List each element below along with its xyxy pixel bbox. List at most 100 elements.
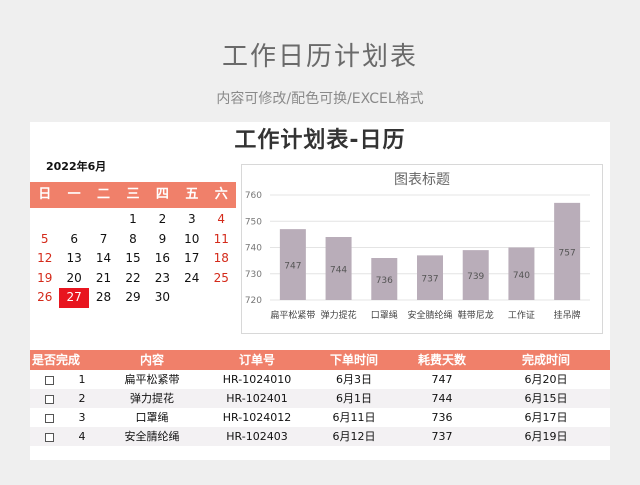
calendar-day-2[interactable]: 2 [158,212,167,226]
calendar-day-14[interactable]: 14 [95,251,112,265]
calendar-day-3[interactable]: 3 [188,212,196,226]
calendar-day-9[interactable]: 9 [158,231,167,246]
row-number: 3 [78,411,86,424]
bar [554,202,581,300]
calendar-day-18[interactable]: 18 [213,251,229,265]
weekday-3: 三 [126,187,140,202]
calendar-day-26[interactable]: 26 [37,290,53,304]
calendar-day-17[interactable]: 17 [184,251,200,265]
bar-chart: 图表标题 720 730 740 750 760 747 扁平松紧带 744 弹力提花 736 口罩绳… [241,164,603,334]
calendar-day-4[interactable]: 4 [217,212,226,226]
page-subtitle: 内容可修改/配色可换/EXCEL格式 [216,91,424,107]
x-tick-label: 鞋带尼龙 [458,309,494,321]
header-order-no: 订单号 [238,353,275,367]
header-content: 内容 [139,353,164,367]
calendar-blank [30,210,59,230]
calendar-day-23[interactable]: 23 [154,270,171,285]
bar [371,258,398,300]
table-header: 是否完成 内容 订单号 下单时间 耗费天数 完成时间 [30,350,610,370]
header-done-date: 完成时间 [521,353,570,367]
y-tick-label: 720 [245,296,262,306]
calendar-day-1[interactable]: 1 [129,212,137,226]
x-tick-label: 工作证 [508,309,535,321]
weekday-0: 日 [38,187,52,202]
data-label: 744 [330,266,347,276]
done-checkbox[interactable] [44,375,54,385]
calendar-day-15[interactable]: 15 [125,251,141,265]
row-number: 2 [78,392,86,405]
done-date-cell: 6月15日 [524,392,568,405]
x-tick-label: 挂吊牌 [554,309,581,321]
done-checkbox-cell [30,389,68,408]
row-number: 4 [78,430,86,443]
done-checkbox[interactable] [44,432,54,442]
row-number: 1 [78,373,86,386]
y-tick-label: 740 [245,244,262,254]
calendar-day-8[interactable]: 8 [129,231,137,246]
calendar-day-6[interactable]: 6 [70,231,78,246]
y-tick-label: 760 [245,191,262,201]
y-tick-label: 750 [245,217,262,227]
bar [325,237,352,300]
spreadsheet-preview: 工作计划表-日历 2022年6月 日一二三四五六 1 2 3 4 5 6 7 8 9 10 11 12… [30,122,610,460]
calendar-blank [89,210,118,230]
table-row: 2 弹力提花 HR-102401 6月1日 744 6月15日 [30,389,610,408]
calendar-day-21[interactable]: 21 [95,270,112,285]
order-date-cell: 6月11日 [332,411,376,424]
task-table: 是否完成 内容 订单号 下单时间 耗费天数 完成时间 1 扁平松紧带 HR-1024… [30,350,610,446]
order-date-cell: 6月1日 [336,392,372,405]
x-tick-label: 安全腈纶绳 [407,309,452,321]
calendar-day-20[interactable]: 20 [66,270,82,285]
calendar-days-grid: 1 2 3 4 5 6 7 8 9 10 11 12 13 14 15 16 17 18 19 20 21 22 23 24 2… [30,210,236,308]
table-row: 1 扁平松紧带 HR-1024010 6月3日 747 6月20日 [30,370,610,389]
calendar-day-30[interactable]: 30 [154,290,171,304]
page-title: 工作日历计划表 [221,42,418,72]
x-tick-label: 弹力提花 [321,309,357,321]
table-row: 4 安全腈纶绳 HR-102403 6月12日 737 6月19日 [30,427,610,446]
done-date-cell: 6月17日 [524,411,568,424]
y-tick-label: 730 [245,270,262,280]
calendar-day-25[interactable]: 25 [213,270,229,285]
done-checkbox[interactable] [44,394,54,404]
calendar-day-29[interactable]: 29 [125,290,141,304]
calendar-weekday-header: 日一 二三四 五六 [30,182,236,208]
weekday-5: 五 [185,187,199,202]
weekday-1: 一 [67,187,81,202]
bar [417,255,443,300]
calendar-day-16[interactable]: 16 [154,251,171,265]
calendar-day-10[interactable]: 10 [184,231,200,246]
calendar-month-label: 2022年6月 [46,160,107,173]
calendar-day-12[interactable]: 12 [37,251,53,265]
order-no-cell: HR-1024010 [222,373,292,386]
calendar-day-11[interactable]: 11 [213,231,229,246]
calendar-day-22[interactable]: 22 [125,270,141,285]
order-no-cell: HR-102401 [226,392,288,405]
calendar-day-24[interactable]: 24 [184,270,200,285]
days-spent-cell: 747 [431,373,453,386]
x-tick-label: 扁平松紧带 [270,309,315,321]
data-label: 737 [421,275,438,285]
done-date-cell: 6月20日 [524,373,568,386]
chart-title: 图表标题 [394,172,450,188]
x-tick-label: 口罩绳 [371,309,398,321]
bar [508,247,535,300]
calendar-day-13[interactable]: 13 [66,251,82,265]
days-spent-cell: 744 [431,392,453,405]
content-cell: 扁平松紧带 [124,373,180,386]
calendar-day-19[interactable]: 19 [37,270,53,285]
data-label: 757 [559,248,576,258]
table-body: 1 扁平松紧带 HR-1024010 6月3日 747 6月20日 2 弹力提花 HR-1024… [30,370,610,446]
calendar-day-5[interactable]: 5 [40,231,49,246]
data-label: 740 [513,271,530,281]
bar [279,229,306,300]
order-no-cell: HR-102403 [226,430,288,443]
done-checkbox-cell [30,408,68,427]
order-date-cell: 6月3日 [336,373,372,386]
calendar: 日一二三四五六 1 2 3 4 5 6 7 8 9 10 11 12 13 14 15 16 17 18 19 20 2… [30,182,236,308]
calendar-day-28[interactable]: 28 [95,290,112,304]
sheet-title: 工作计划表-日历 [234,128,406,153]
done-checkbox[interactable] [44,413,54,423]
bar-chart-svg: 图表标题 720 730 740 750 760 747 扁平松紧带 744 弹力提花 736 口罩绳… [245,172,590,321]
calendar-day-27[interactable]: 27 [59,288,89,308]
calendar-day-7[interactable]: 7 [99,231,108,246]
